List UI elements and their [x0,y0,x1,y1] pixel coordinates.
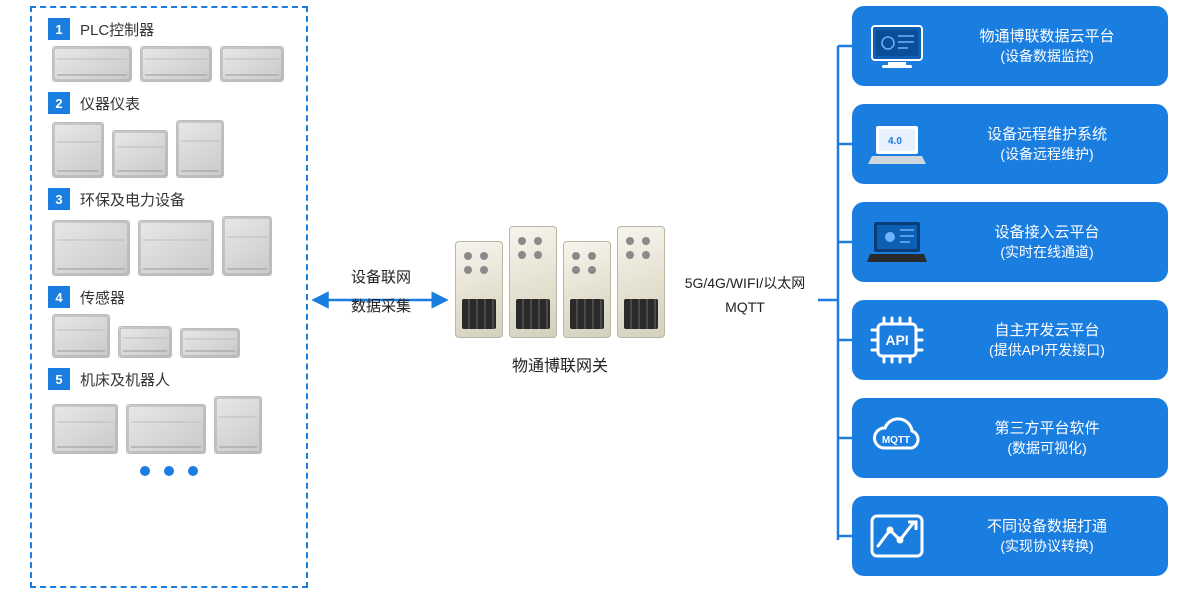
platform-card[interactable]: 设备远程维护系统 (设备远程维护) [852,104,1168,184]
card-title: 设备接入云平台 [942,223,1152,243]
transport-labels: 5G/4G/WIFI/以太网 MQTT [680,272,810,320]
valve-actuator-icon [112,130,168,178]
category-thumbs [48,120,290,178]
plc-modules-grey-icon [140,46,212,82]
category-number-badge: 3 [48,188,70,210]
platform-card[interactable]: 第三方平台软件 (数据可视化) [852,398,1168,478]
category-number-badge: 5 [48,368,70,390]
card-title: 自主开发云平台 [942,321,1152,341]
category-number-badge: 2 [48,92,70,114]
device-categories-panel: 1 PLC控制器 [30,6,308,588]
yellow-robot-arm-icon [214,396,262,454]
card-title: 不同设备数据打通 [942,517,1152,537]
gateway-device-icon [455,241,503,338]
platform-cards-column: 物通博联数据云平台 (设备数据监控) 设备远程维护系统 (设备远程维护) 设备接… [852,6,1168,576]
category-block: 2 仪器仪表 [48,92,290,178]
card-text: 物通博联数据云平台 (设备数据监控) [942,27,1152,65]
laptop-cloud-icon [866,214,928,270]
card-text: 第三方平台软件 (数据可视化) [942,419,1152,457]
category-title: PLC控制器 [80,19,154,40]
card-text: 设备接入云平台 (实时在线通道) [942,223,1152,261]
flow-sensor-box-icon [52,314,110,358]
tanks-plant-icon [138,220,214,276]
card-subtitle: (提供API开发接口) [942,341,1152,359]
door-magnet-icon [180,328,240,358]
card-subtitle: (实时在线通道) [942,243,1152,261]
category-number-badge: 1 [48,18,70,40]
category-block: 1 PLC控制器 [48,18,290,82]
plc-rack-dark-icon [52,46,132,82]
label-data-collect: 数据采集 [336,293,426,322]
category-title: 机床及机器人 [80,369,170,390]
smoke-detector-icon [118,326,172,358]
card-subtitle: (设备数据监控) [942,47,1152,65]
cnc-machine-icon [126,404,206,454]
gateway-device-icon [509,226,557,338]
category-title: 仪器仪表 [80,93,140,114]
category-block: 4 传感器 [48,286,290,358]
category-number-badge: 4 [48,286,70,308]
card-title: 设备远程维护系统 [942,125,1152,145]
category-block: 3 环保及电力设备 [48,188,290,276]
category-thumbs [48,46,290,82]
card-title: 第三方平台软件 [942,419,1152,439]
pager-dot[interactable] [140,466,150,476]
label-device-network: 设备联网 [336,264,426,293]
category-block: 5 机床及机器人 [48,368,290,454]
card-subtitle: (设备远程维护) [942,145,1152,163]
platform-card[interactable]: 设备接入云平台 (实时在线通道) [852,202,1168,282]
card-title: 物通博联数据云平台 [942,27,1152,47]
electrical-cabinet-icon [222,216,272,276]
card-text: 设备远程维护系统 (设备远程维护) [942,125,1152,163]
card-subtitle: (实现协议转换) [942,537,1152,555]
gateway-device-icon [563,241,611,338]
camera-dome-icon [52,122,104,178]
card-subtitle: (数据可视化) [942,439,1152,457]
pager-dots [48,466,290,476]
category-title: 传感器 [80,287,125,308]
pipes-treatment-icon [52,220,130,276]
gateway-caption: 物通博联网关 [450,352,670,376]
platform-card[interactable]: 不同设备数据打通 (实现协议转换) [852,496,1168,576]
card-text: 不同设备数据打通 (实现协议转换) [942,517,1152,555]
laptop-remote-icon [866,116,928,172]
platform-card[interactable]: 自主开发云平台 (提供API开发接口) [852,300,1168,380]
gateway-device-icon [617,226,665,338]
monitor-dashboard-icon [866,18,928,74]
plc-black-rack-icon [220,46,284,82]
card-text: 自主开发云平台 (提供API开发接口) [942,321,1152,359]
category-thumbs [48,396,290,454]
gateway-cluster: 物通博联网关 [450,226,670,376]
label-transport-bot: MQTT [680,296,810,320]
label-transport-top: 5G/4G/WIFI/以太网 [680,272,810,296]
flow-convert-icon [866,508,928,564]
mqtt-cloud-icon [866,410,928,466]
electric-meter-icon [176,120,224,178]
category-thumbs [48,216,290,276]
platform-card[interactable]: 物通博联数据云平台 (设备数据监控) [852,6,1168,86]
pager-dot[interactable] [164,466,174,476]
middle-labels: 设备联网 数据采集 [336,264,426,321]
api-chip-icon [866,312,928,368]
pager-dot[interactable] [188,466,198,476]
lathe-machine-icon [52,404,118,454]
category-title: 环保及电力设备 [80,189,185,210]
category-thumbs [48,314,290,358]
